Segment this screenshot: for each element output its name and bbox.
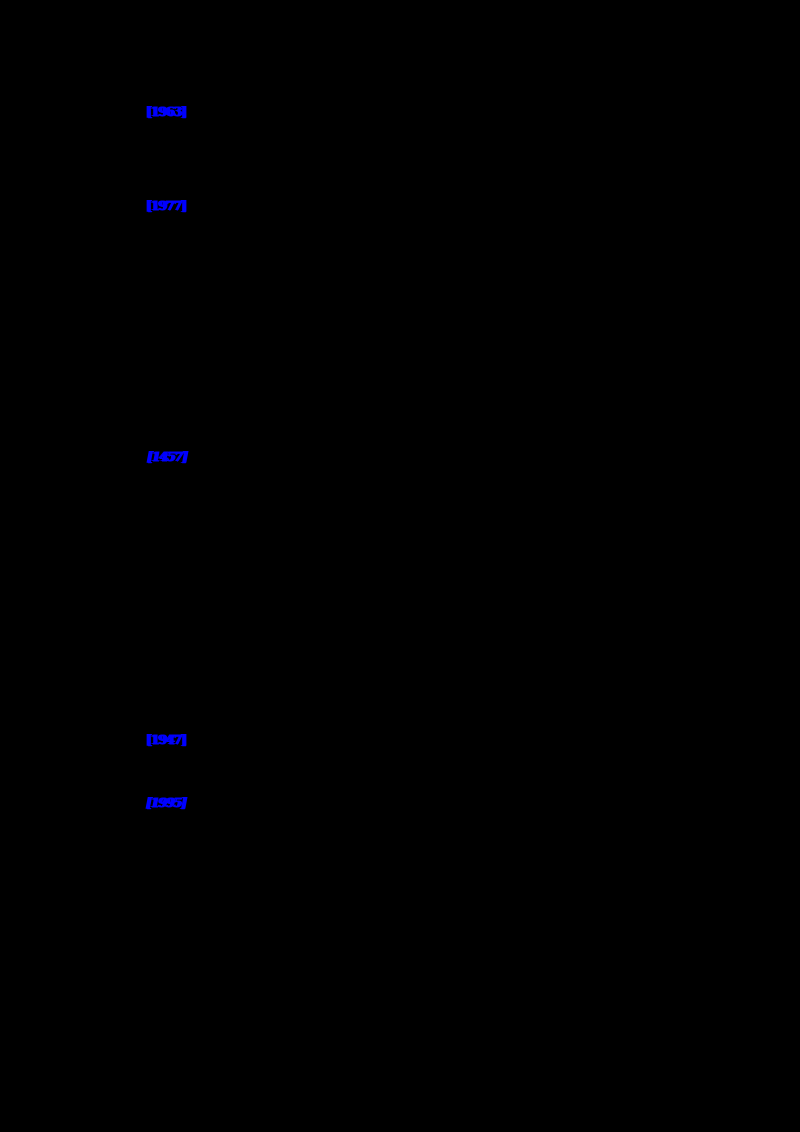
- citation-link-5[interactable]: [1995]: [146, 796, 187, 811]
- citation-link-2[interactable]: [1977]: [146, 199, 187, 214]
- citation-link-3[interactable]: [1457]: [147, 450, 188, 465]
- citation-link-1[interactable]: [1963]: [146, 105, 187, 120]
- citation-link-4[interactable]: [1947]: [146, 733, 187, 748]
